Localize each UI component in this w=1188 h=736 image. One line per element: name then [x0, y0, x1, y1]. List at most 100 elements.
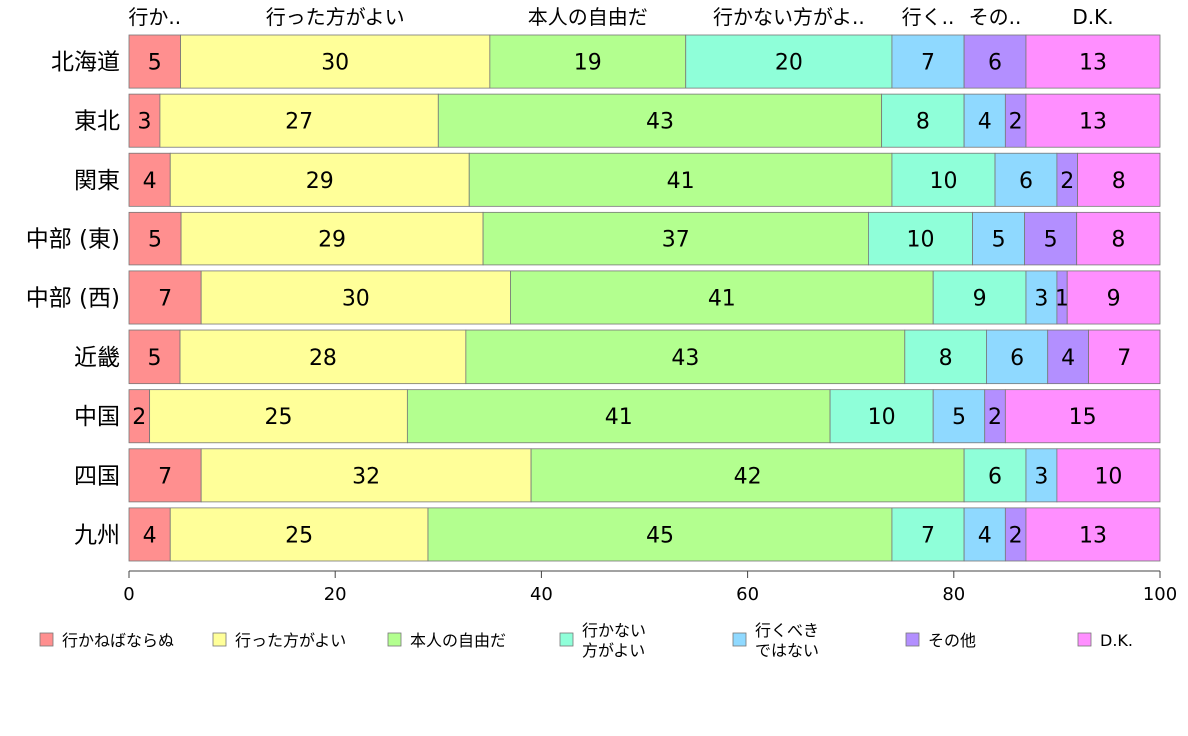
bar-segment [1047, 329, 1089, 385]
data-label: 8 [1111, 228, 1125, 253]
legend-item: 行かない方がよい [559, 621, 646, 660]
bar-segment [1025, 448, 1058, 503]
data-label: 5 [952, 405, 966, 430]
data-label: 19 [574, 51, 602, 76]
legend-label: その他 [928, 631, 976, 650]
bar-row: 5 28 43 8 6 4 7 [128, 329, 1161, 385]
bar-segment [437, 93, 883, 148]
data-label: 3 [1034, 464, 1048, 489]
data-label: 13 [1079, 523, 1107, 548]
bar-segment [994, 152, 1058, 207]
data-label: 8 [939, 346, 953, 371]
data-label: 43 [646, 110, 674, 135]
column-header: 行かない方がよ.. [713, 5, 865, 29]
data-label: 10 [929, 169, 957, 194]
data-label: 41 [667, 169, 695, 194]
data-label: 5 [148, 346, 162, 371]
bar-segment [932, 389, 986, 444]
data-label: 6 [1019, 169, 1033, 194]
data-label: 29 [306, 169, 334, 194]
bar-segment [986, 329, 1049, 385]
data-label: 30 [342, 286, 370, 311]
bar-row: 7 32 42 6 3 10 [128, 448, 1161, 503]
data-label: 7 [1117, 346, 1131, 371]
bar-segment [1077, 152, 1161, 207]
bar-segment [128, 448, 202, 503]
bar-segment [427, 507, 893, 562]
data-label: 4 [143, 523, 157, 548]
bar-segment [1004, 389, 1161, 444]
legend-swatch [387, 632, 402, 647]
data-label: 13 [1079, 110, 1107, 135]
data-label: 5 [1044, 228, 1058, 253]
data-label: 2 [1009, 523, 1023, 548]
bar-segment [169, 507, 429, 562]
x-tick-label: 60 [736, 584, 759, 605]
bar-segment [530, 448, 965, 503]
data-label: 43 [671, 346, 699, 371]
data-label: 4 [978, 523, 992, 548]
bar-segment [128, 270, 202, 325]
column-header: D.K. [1072, 5, 1113, 29]
column-header: 行った方がよい [266, 5, 405, 29]
bar-segment [149, 389, 408, 444]
bar-segment [1025, 93, 1161, 148]
data-label: 7 [158, 464, 172, 489]
bar-row: 2 25 41 10 5 2 15 [128, 389, 1161, 444]
data-label: 5 [148, 51, 162, 76]
legend-swatch [559, 632, 574, 647]
legend-item: 本人の自由だ [387, 631, 506, 650]
x-tick-label: 20 [324, 584, 347, 605]
data-label: 30 [321, 51, 349, 76]
data-label: 9 [1107, 286, 1121, 311]
bar-row: 5 30 19 20 7 6 13 [128, 34, 1161, 89]
data-label: 29 [318, 228, 346, 253]
bar-segment [128, 152, 171, 207]
category-label: 中部 (西) [26, 285, 120, 311]
column-headers: 行か.. 行った方がよい 本人の自由だ 行かない方がよ.. 行く.. その.. D.K. [128, 5, 1113, 29]
data-label: 7 [921, 51, 935, 76]
data-label: 6 [988, 51, 1002, 76]
data-label: 6 [1010, 346, 1024, 371]
legend: 行かねばならぬ 行った方がよい 本人の自由だ 行かない方がよい 行くべきではない その他 D… [39, 621, 1133, 660]
legend-swatch [732, 632, 747, 647]
column-header: その.. [969, 5, 1022, 29]
bar-segment [169, 152, 470, 207]
bar-segment [891, 34, 965, 89]
bar-segment [963, 448, 1027, 503]
legend-label: 行くべきではない [755, 621, 819, 660]
data-label: 8 [916, 110, 930, 135]
bar-segment [128, 329, 181, 385]
data-label: 3 [137, 110, 151, 135]
data-label: 45 [646, 523, 674, 548]
bar-row: 3 27 43 8 4 2 13 [128, 93, 1161, 148]
data-label: 2 [1009, 110, 1023, 135]
data-label: 32 [352, 464, 380, 489]
legend-item: 行った方がよい [212, 631, 346, 650]
bar-segment [489, 34, 687, 89]
data-label: 5 [992, 228, 1006, 253]
data-label: 6 [988, 464, 1002, 489]
bar-segment [1056, 448, 1161, 503]
bar-segment [963, 93, 1006, 148]
bar-segment [868, 211, 973, 266]
data-label: 13 [1079, 51, 1107, 76]
category-label: 東北 [74, 109, 120, 135]
data-label: 25 [264, 405, 292, 430]
legend-item: その他 [905, 631, 976, 650]
bar-segment [829, 389, 934, 444]
bar-segment [468, 152, 893, 207]
data-label: 5 [148, 228, 162, 253]
bar-segment [159, 93, 439, 148]
legend-item: D.K. [1077, 631, 1133, 650]
category-label: 中部 (東) [26, 227, 120, 253]
bar-segment [963, 507, 1006, 562]
category-label: 関東 [74, 168, 120, 194]
data-label: 42 [734, 464, 762, 489]
bar-segment [128, 507, 171, 562]
bar-segment [128, 93, 161, 148]
data-label: 37 [662, 228, 690, 253]
bar-segment [963, 34, 1027, 89]
bar-segment [891, 507, 965, 562]
